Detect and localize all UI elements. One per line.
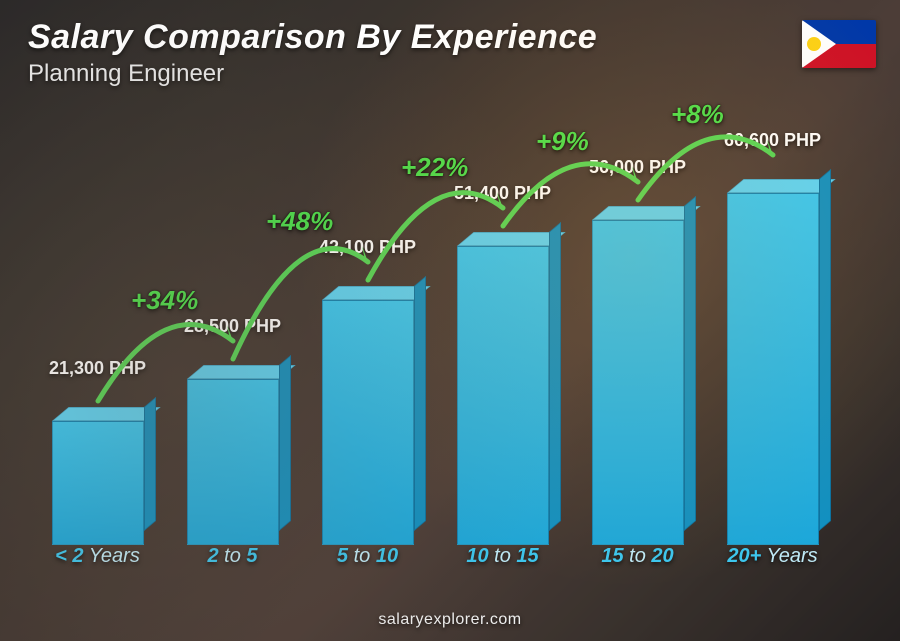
bar-side-face <box>144 397 156 531</box>
x-axis-label: < 2 Years <box>30 545 165 581</box>
bar-front-face <box>457 246 549 545</box>
bar-column: 60,600 PHP <box>705 193 840 545</box>
x-axis-label: 20+ Years <box>705 545 840 581</box>
bar-value-label: 42,100 PHP <box>288 237 448 258</box>
bar-value-label: 28,500 PHP <box>153 316 313 337</box>
bar-front-face <box>727 193 819 545</box>
bar <box>187 379 279 545</box>
bar-value-label: 51,400 PHP <box>423 183 583 204</box>
page-title: Salary Comparison By Experience <box>28 18 597 57</box>
increase-pct-label: +34% <box>131 285 198 316</box>
increase-pct-label: +8% <box>671 99 724 130</box>
bar <box>322 300 414 545</box>
bar-side-face <box>549 222 561 531</box>
x-axis-label: 5 to 10 <box>300 545 435 581</box>
increase-pct-label: +48% <box>266 206 333 237</box>
bar-side-face <box>819 169 831 531</box>
bar-chart: 21,300 PHP28,500 PHP42,100 PHP51,400 PHP… <box>30 110 840 581</box>
footer-text: salaryexplorer.com <box>0 611 900 629</box>
bar-front-face <box>592 220 684 545</box>
bar <box>592 220 684 545</box>
bar-column: 56,000 PHP <box>570 220 705 545</box>
increase-pct-label: +9% <box>536 126 589 157</box>
bar-value-label: 56,000 PHP <box>558 157 718 178</box>
bar-value-label: 21,300 PHP <box>18 358 178 379</box>
bar-front-face <box>52 421 144 545</box>
bar-front-face <box>322 300 414 545</box>
bar-column: 28,500 PHP <box>165 379 300 545</box>
bar-side-face <box>279 355 291 531</box>
bar <box>457 246 549 545</box>
page-subtitle: Planning Engineer <box>28 60 224 88</box>
bar-side-face <box>684 196 696 531</box>
bar-front-face <box>187 379 279 545</box>
bar-column: 42,100 PHP <box>300 300 435 545</box>
bar <box>727 193 819 545</box>
bar-side-face <box>414 276 426 531</box>
bar-column: 21,300 PHP <box>30 421 165 545</box>
flag-icon <box>802 20 876 68</box>
bar-column: 51,400 PHP <box>435 246 570 545</box>
infographic-stage: Salary Comparison By Experience Planning… <box>0 0 900 641</box>
x-axis-label: 2 to 5 <box>165 545 300 581</box>
x-axis-label: 15 to 20 <box>570 545 705 581</box>
bar <box>52 421 144 545</box>
increase-pct-label: +22% <box>401 152 468 183</box>
bar-value-label: 60,600 PHP <box>693 130 853 151</box>
x-axis-label: 10 to 15 <box>435 545 570 581</box>
x-axis-labels: < 2 Years2 to 55 to 1010 to 1515 to 2020… <box>30 545 840 581</box>
